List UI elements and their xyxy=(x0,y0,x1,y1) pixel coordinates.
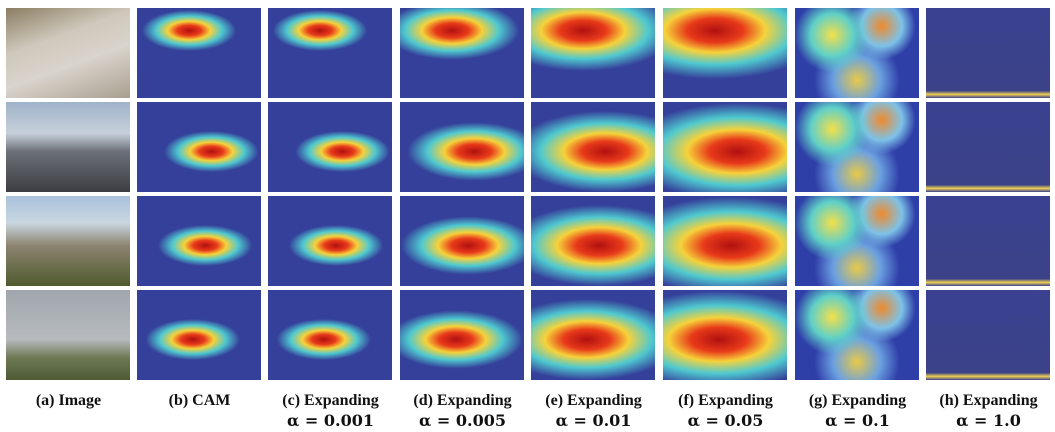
photo xyxy=(6,8,130,98)
caption-label: (b) CAM xyxy=(134,391,265,411)
caption-label: (c) Expanding xyxy=(265,391,396,411)
heatmap xyxy=(795,290,919,380)
heatmap xyxy=(268,196,392,286)
heatmap xyxy=(137,102,261,192)
photo xyxy=(6,102,130,192)
caption-alpha: α = 0.01 xyxy=(528,411,659,431)
heatmap xyxy=(663,102,787,192)
caption-label: (g) Expanding xyxy=(792,391,923,411)
caption-label: (f) Expanding xyxy=(660,391,791,411)
heatmap xyxy=(531,102,655,192)
photo xyxy=(6,196,130,286)
caption-label: (e) Expanding xyxy=(528,391,659,411)
heatmap xyxy=(400,102,524,192)
heatmap xyxy=(400,8,524,98)
caption-alpha: α = 0.05 xyxy=(660,411,791,431)
heatmap xyxy=(795,196,919,286)
caption-alpha: α = 1.0 xyxy=(923,411,1054,431)
heatmap xyxy=(663,8,787,98)
heatmap xyxy=(926,196,1050,286)
heatmap xyxy=(531,8,655,98)
heatmap xyxy=(926,8,1050,98)
heatmap xyxy=(137,196,261,286)
heatmap xyxy=(400,290,524,380)
heatmap xyxy=(268,290,392,380)
caption-label: (a) Image xyxy=(3,391,134,411)
heatmap xyxy=(663,290,787,380)
heatmap xyxy=(137,8,261,98)
heatmap xyxy=(268,8,392,98)
heatmap xyxy=(926,290,1050,380)
caption-alpha: α = 0.001 xyxy=(265,411,396,431)
heatmap xyxy=(531,290,655,380)
heatmap xyxy=(926,102,1050,192)
heatmap xyxy=(663,196,787,286)
heatmap xyxy=(795,102,919,192)
caption-alpha: α = 0.1 xyxy=(792,411,923,431)
caption-label: (d) Expanding xyxy=(397,391,528,411)
figure: (a) Image(b) CAM(c) Expandingα = 0.001(d… xyxy=(0,0,1055,432)
caption-label: (h) Expanding xyxy=(923,391,1054,411)
caption-alpha: α = 0.005 xyxy=(397,411,528,431)
heatmap xyxy=(531,196,655,286)
heatmap xyxy=(268,102,392,192)
heatmap xyxy=(400,196,524,286)
photo xyxy=(6,290,130,380)
heatmap xyxy=(137,290,261,380)
heatmap xyxy=(795,8,919,98)
